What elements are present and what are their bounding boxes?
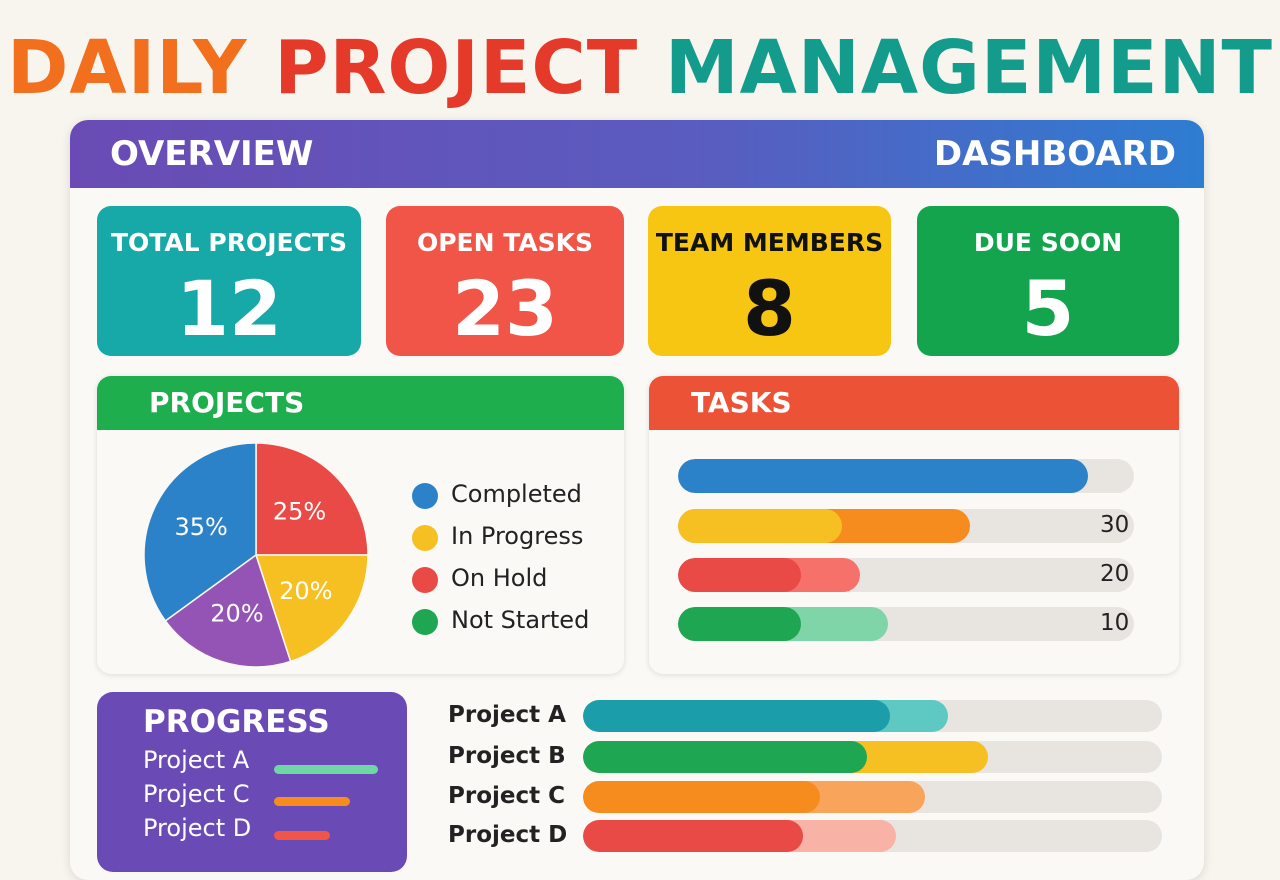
- pie-slice-label-3: 35%: [174, 513, 227, 541]
- progress-bar-track: [583, 781, 1162, 813]
- task-bar-track: [678, 509, 1134, 543]
- title-word-project: PROJECT: [274, 25, 639, 111]
- pie-slice-1: [254, 554, 369, 663]
- stat-card-total-projects[interactable]: TOTAL PROJECTS 12: [97, 206, 361, 356]
- progress-bar-label: Project B: [448, 743, 566, 769]
- progress-bar-label: Project A: [448, 702, 566, 728]
- task-bar-fill: [678, 607, 802, 641]
- progress-bar-fill: [583, 700, 890, 732]
- overview-label: OVERVIEW: [110, 134, 314, 174]
- progress-bar-label: Project D: [448, 822, 568, 848]
- legend-dot-completed: [412, 483, 438, 509]
- progress-line-project-d: [274, 831, 330, 840]
- task-bar-value: 10: [1100, 610, 1130, 636]
- stat-card-open-tasks[interactable]: OPEN TASKS 23: [386, 206, 624, 356]
- title-word-daily: DAILY: [7, 25, 248, 111]
- projects-pie-chart: 25% 20% 20% 35%: [143, 442, 369, 668]
- projects-card-title: PROJECTS: [149, 386, 305, 419]
- stat-card-team-members[interactable]: TEAM MEMBERS 8: [648, 206, 891, 356]
- pie-slice-label-0: 25%: [273, 497, 326, 525]
- tasks-card-title: TASKS: [691, 386, 792, 419]
- legend-on-hold: On Hold: [451, 564, 548, 592]
- task-bar-track: [678, 459, 1134, 493]
- task-bar-fill: [678, 459, 1089, 493]
- task-bar-value: 20: [1100, 561, 1130, 587]
- legend-not-started: Not Started: [451, 606, 590, 634]
- pie-slice-label-1: 20%: [279, 577, 332, 605]
- stat-label: OPEN TASKS: [416, 228, 594, 257]
- progress-item-project-a: Project A: [143, 746, 250, 774]
- task-bar-fill: [678, 509, 843, 543]
- legend-dot-on-hold: [412, 567, 438, 593]
- progress-line-project-c: [274, 797, 350, 806]
- legend-completed: Completed: [451, 480, 582, 508]
- progress-bar-label: Project C: [448, 783, 565, 809]
- stat-value: 23: [452, 264, 558, 353]
- stat-label: TOTAL PROJECTS: [110, 228, 347, 257]
- stat-value: 12: [176, 264, 282, 353]
- progress-bar-fill: [583, 741, 867, 773]
- panel-header: OVERVIEW DASHBOARD: [70, 120, 1204, 188]
- progress-bar-track: [583, 700, 1162, 732]
- progress-bar-fill: [583, 820, 804, 852]
- progress-card-title: PROGRESS: [143, 704, 330, 740]
- progress-card: PROGRESS Project A Project C Project D: [97, 692, 407, 872]
- pie-slice-label-2: 20%: [210, 600, 263, 628]
- progress-bar-track: [583, 820, 1162, 852]
- progress-item-project-c: Project C: [143, 780, 250, 808]
- progress-item-project-d: Project D: [143, 814, 252, 842]
- task-bar-track: [678, 607, 1134, 641]
- title-word-management: MANAGEMENT: [664, 25, 1273, 111]
- pie-slice-2: [164, 553, 292, 668]
- projects-card-header: PROJECTS: [97, 376, 624, 430]
- stat-value: 5: [1021, 264, 1075, 353]
- progress-line-project-a: [274, 765, 378, 774]
- progress-bar-fill: [583, 781, 821, 813]
- pie-slice-0: [255, 442, 369, 556]
- legend-in-progress: In Progress: [451, 522, 584, 550]
- stat-card-due-soon[interactable]: DUE SOON 5: [917, 206, 1179, 356]
- page-title: DAILY PROJECT MANAGEMENT: [0, 20, 1280, 116]
- stat-label: DUE SOON: [973, 228, 1123, 257]
- stat-label: TEAM MEMBERS: [655, 228, 884, 257]
- task-bar-track: [678, 558, 1134, 592]
- tasks-card-header: TASKS: [649, 376, 1179, 430]
- legend-dot-in-progress: [412, 525, 438, 551]
- task-bar-fill: [678, 558, 802, 592]
- task-bar-value: 30: [1100, 512, 1130, 538]
- stat-value: 8: [743, 264, 796, 353]
- progress-bar-track: [583, 741, 1162, 773]
- pie-slice-3: [143, 442, 257, 622]
- dashboard-label: DASHBOARD: [933, 134, 1176, 174]
- legend-dot-not-started: [412, 609, 438, 635]
